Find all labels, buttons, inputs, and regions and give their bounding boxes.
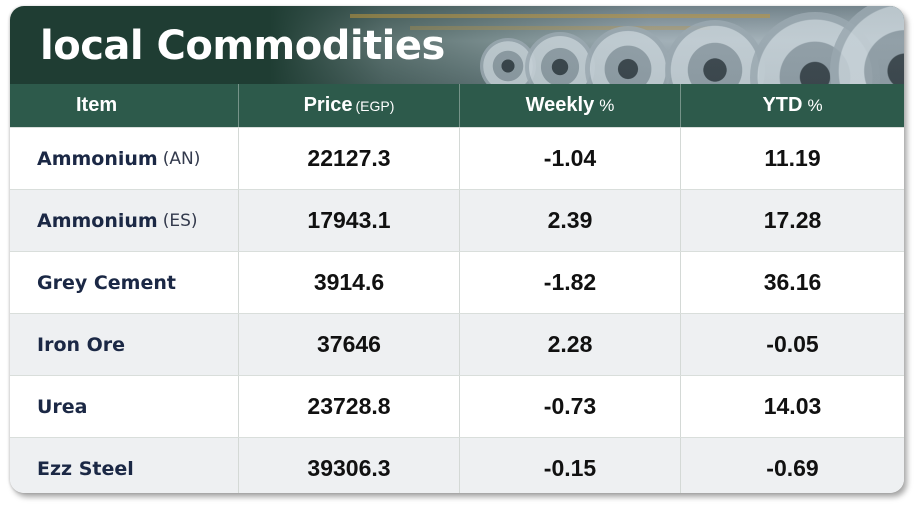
price-header-unit: (EGP) (355, 97, 395, 114)
table-header: Item Price (EGP) Weekly % YTD % (10, 84, 904, 127)
weekly-value: 2.39 (547, 207, 593, 233)
steel-coils-image (270, 6, 904, 84)
commodities-table: Item Price (EGP) Weekly % YTD % Ammonium… (10, 84, 904, 493)
column-header-item: Item (10, 84, 239, 127)
table-row: Ammonium (AN) 22127.3 -1.04 11.19 (10, 127, 904, 189)
item-header-label: Item (76, 94, 118, 116)
price-value: 39306.3 (307, 455, 391, 481)
weekly-cell: 2.39 (460, 190, 681, 251)
weekly-cell: -0.73 (460, 376, 681, 437)
table-row: Ammonium (ES) 17943.1 2.39 17.28 (10, 189, 904, 251)
ytd-value: 17.28 (763, 207, 822, 233)
ytd-cell: 11.19 (681, 128, 904, 189)
column-header-price: Price (EGP) (239, 84, 460, 127)
ytd-cell: -0.69 (681, 438, 904, 493)
price-header-label: Price (303, 94, 353, 116)
ytd-cell: 14.03 (681, 376, 904, 437)
item-name: Grey Cement (37, 271, 176, 294)
ytd-cell: 36.16 (681, 252, 904, 313)
item-cell: Urea (10, 376, 239, 437)
item-name: Ammonium (37, 147, 158, 170)
price-value: 17943.1 (307, 207, 391, 233)
item-cell: Ammonium (ES) (10, 190, 239, 251)
price-cell: 22127.3 (239, 128, 460, 189)
weekly-value: -1.82 (543, 269, 597, 295)
item-name: Ezz Steel (37, 457, 134, 480)
item-name: Ammonium (37, 209, 158, 232)
ytd-cell: -0.05 (681, 314, 904, 375)
column-header-weekly: Weekly % (460, 84, 681, 127)
weekly-cell: -1.82 (460, 252, 681, 313)
weekly-value: -0.73 (543, 393, 597, 419)
item-name: Urea (37, 395, 88, 418)
item-name: Iron Ore (37, 333, 126, 356)
commodities-card: local Commodities Item Price (EGP) Weekl… (10, 6, 904, 493)
column-header-ytd: YTD % (681, 84, 904, 127)
price-cell: 17943.1 (239, 190, 460, 251)
ytd-cell: 17.28 (681, 190, 904, 251)
ytd-value: 36.16 (763, 269, 822, 295)
weekly-header-unit: % (599, 95, 615, 115)
price-cell: 37646 (239, 314, 460, 375)
price-cell: 39306.3 (239, 438, 460, 493)
price-value: 22127.3 (307, 145, 391, 171)
weekly-value: -1.04 (543, 145, 597, 171)
page-title: local Commodities (40, 23, 445, 69)
ytd-header-unit: % (807, 95, 823, 115)
table-row: Ezz Steel 39306.3 -0.15 -0.69 (10, 437, 904, 493)
item-subtype: (ES) (162, 210, 198, 231)
price-value: 23728.8 (307, 393, 391, 419)
ytd-value: -0.69 (766, 455, 819, 481)
item-cell: Ammonium (AN) (10, 128, 239, 189)
weekly-value: 2.28 (547, 331, 593, 357)
weekly-cell: -0.15 (460, 438, 681, 493)
ytd-value: -0.05 (766, 331, 819, 357)
price-value: 3914.6 (313, 269, 385, 295)
price-cell: 23728.8 (239, 376, 460, 437)
weekly-cell: 2.28 (460, 314, 681, 375)
item-cell: Iron Ore (10, 314, 239, 375)
ytd-value: 11.19 (764, 145, 821, 171)
weekly-cell: -1.04 (460, 128, 681, 189)
ytd-value: 14.03 (763, 393, 822, 419)
price-cell: 3914.6 (239, 252, 460, 313)
weekly-value: -0.15 (543, 455, 597, 481)
table-row: Urea 23728.8 -0.73 14.03 (10, 375, 904, 437)
item-cell: Ezz Steel (10, 438, 239, 493)
weekly-header-label: Weekly (525, 94, 595, 116)
title-banner: local Commodities (10, 6, 904, 84)
ytd-header-label: YTD (762, 94, 803, 116)
table-row: Iron Ore 37646 2.28 -0.05 (10, 313, 904, 375)
table-row: Grey Cement 3914.6 -1.82 36.16 (10, 251, 904, 313)
item-cell: Grey Cement (10, 252, 239, 313)
price-value: 37646 (317, 331, 381, 357)
item-subtype: (AN) (162, 148, 201, 169)
